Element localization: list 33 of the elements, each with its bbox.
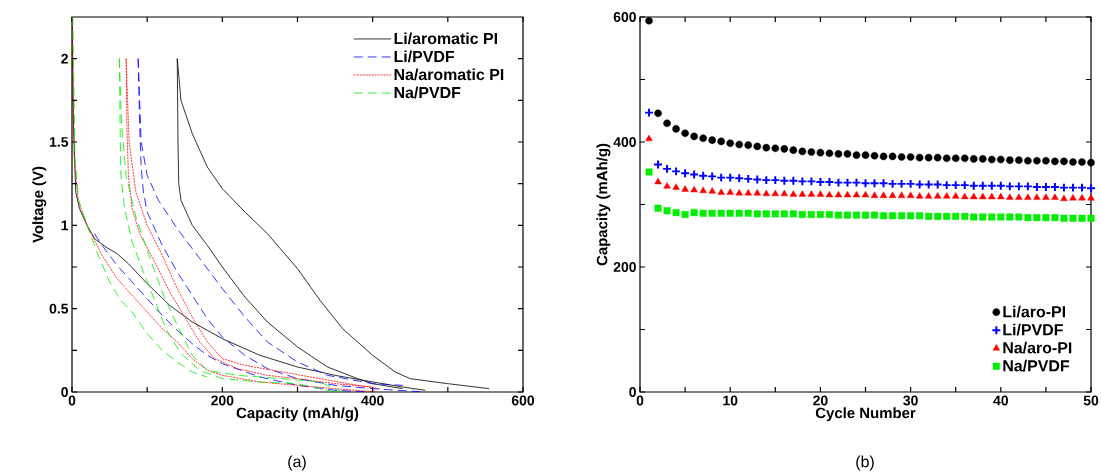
x-tick-label: 0: [68, 395, 76, 406]
x-tick-label: 200: [211, 395, 234, 406]
y-tick-label: 0: [629, 387, 636, 397]
y-tick-label: 0.5: [49, 303, 69, 314]
legend-label: Na/aromatic PI: [394, 68, 504, 81]
x-axis-title: Capacity (mAh/g): [236, 407, 359, 422]
y-tick-label: 400: [613, 137, 636, 147]
legend-label: Na/PVDF: [394, 86, 461, 99]
legend-label: Li/PVDF: [1003, 323, 1063, 336]
x-axis-title: Cycle Number: [815, 407, 916, 422]
text: (a): [288, 455, 306, 471]
text: (b): [856, 455, 874, 471]
legend-label: Na/aro-PI: [1003, 341, 1072, 354]
legend-label: Na/PVDF: [1003, 359, 1070, 372]
y-tick-label: 1.5: [49, 137, 69, 147]
x-tick-label: 30: [903, 395, 918, 406]
x-tick-label: 40: [993, 395, 1008, 406]
y-tick-label: 0: [61, 387, 68, 397]
x-tick-label: 10: [723, 395, 738, 406]
x-tick-label: 0: [636, 395, 644, 406]
y-tick-label: 600: [613, 12, 636, 22]
y-tick-label: 2: [61, 53, 68, 64]
y-axis-title: Voltage (V): [32, 166, 47, 243]
x-tick-label: 50: [1083, 395, 1099, 406]
x-tick-label: 600: [511, 395, 535, 406]
y-tick-label: 1: [61, 220, 69, 231]
y-tick-label: 200: [613, 262, 636, 272]
x-tick-label: 400: [361, 395, 384, 406]
y-axis-title: Capacity (mAh/g): [596, 143, 611, 266]
legend-label: Li/aromatic PI: [394, 32, 497, 45]
legend-label: Li/aro-PI: [1003, 305, 1066, 318]
x-tick-label: 20: [813, 395, 828, 406]
legend-label: Li/PVDF: [394, 50, 455, 63]
